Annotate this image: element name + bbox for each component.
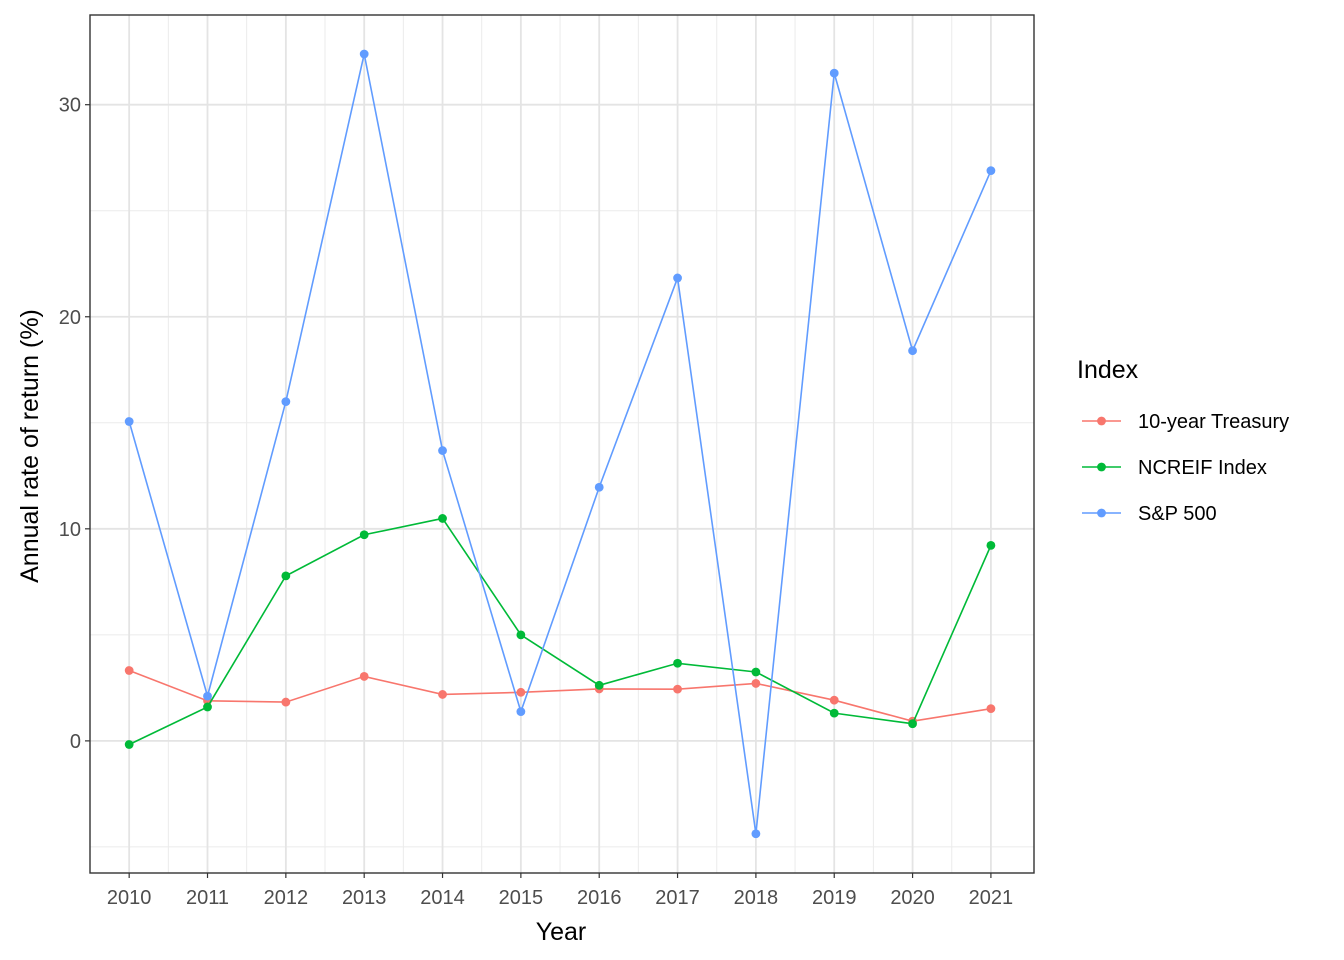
series-layer [124,49,996,839]
x-tick-label: 2017 [655,887,700,909]
x-tick-label: 2016 [577,887,622,909]
data-point [359,530,369,540]
y-tick-label: 10 [59,519,81,541]
series-line [128,53,992,834]
data-point [124,666,134,675]
x-tick-label: 2012 [264,887,309,909]
x-tick-label: 2011 [186,887,229,909]
plot-panel-border [89,14,1035,874]
x-axis: 2010 2011 2012 2013 2014 2015 2016 2017 2018 2019… [107,873,1013,909]
y-tick-label: 30 [59,95,81,117]
y-axis-title: Annual rate of return (%) [16,309,44,583]
y-axis: 0 10 20 30 [59,95,90,753]
major-gridlines [90,15,1034,873]
y-tick-label: 0 [70,731,81,753]
legend-title: Index [1077,356,1139,384]
data-point [751,829,761,839]
data-point [438,514,447,523]
data-point [203,691,212,701]
data-point [986,540,996,550]
data-point [438,690,447,699]
data-point [438,446,447,455]
data-point [516,687,526,697]
data-point [124,417,134,426]
x-tick-label: 2018 [734,887,779,909]
data-point [986,704,996,714]
data-point [281,697,291,707]
data-point [908,346,917,356]
x-tick-label: 2021 [969,887,1014,909]
x-tick-label: 2019 [812,887,857,909]
legend: Index 10-year Treasury NCREIF Index S&P 50… [1077,356,1289,525]
x-tick-label: 2020 [890,887,935,909]
minor-gridlines [90,15,1034,873]
data-point [124,740,134,749]
legend-key-point [1097,416,1106,426]
x-axis-title: Year [536,918,587,946]
legend-key-point [1097,462,1106,472]
legend-key-point [1097,508,1106,518]
data-point [829,708,839,718]
x-tick-label: 2010 [107,887,152,909]
data-point [908,719,917,729]
data-point [829,68,839,78]
data-point [281,571,291,581]
legend-label: NCREIF Index [1138,457,1267,479]
data-point [516,630,526,640]
series-line [128,669,992,722]
data-point [673,684,682,694]
data-point [751,667,761,677]
data-point [594,482,604,492]
legend-label: S&P 500 [1138,503,1217,525]
data-point [986,166,996,176]
data-point [673,658,682,668]
data-point [751,679,761,688]
data-point [203,702,212,712]
x-tick-label: 2014 [420,887,465,909]
data-point [281,397,291,406]
y-tick-label: 20 [59,307,81,329]
data-point [594,680,604,690]
series-line [128,517,992,746]
data-point [829,695,839,705]
data-point [673,273,682,283]
x-tick-label: 2015 [499,887,544,909]
data-point [359,672,369,681]
x-tick-label: 2013 [342,887,387,909]
data-point [359,49,369,59]
data-point [516,707,526,717]
legend-label: 10-year Treasury [1138,411,1289,433]
